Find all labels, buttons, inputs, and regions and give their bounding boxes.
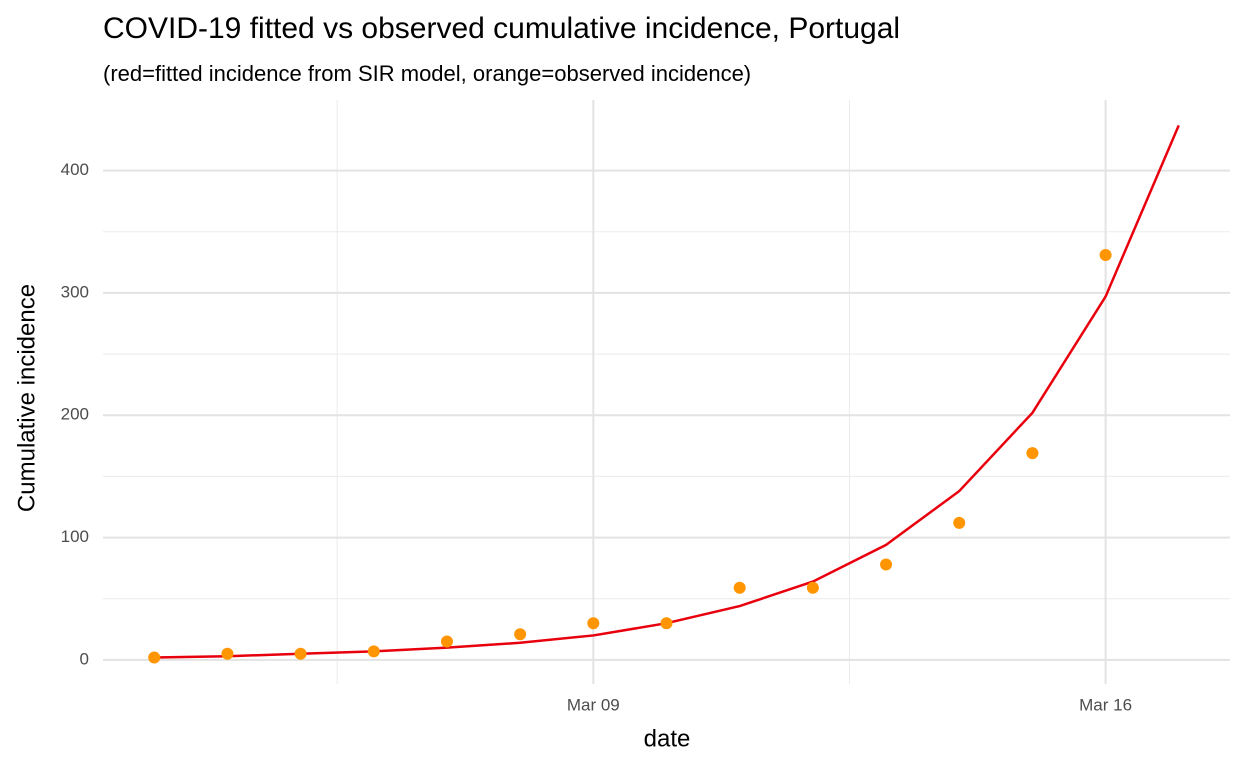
observed-point xyxy=(294,647,307,660)
observed-point xyxy=(806,581,819,594)
y-axis-label: Cumulative incidence xyxy=(13,284,40,512)
observed-point xyxy=(367,645,380,658)
y-tick-label: 300 xyxy=(61,282,89,301)
observed-point xyxy=(1099,248,1112,261)
observed-point xyxy=(440,635,453,648)
chart-subtitle: (red=fitted incidence from SIR model, or… xyxy=(103,61,751,86)
y-tick-label: 200 xyxy=(61,405,89,424)
x-tick-label: Mar 09 xyxy=(567,695,620,714)
x-axis-label: date xyxy=(644,725,691,752)
y-tick-label: 400 xyxy=(61,160,89,179)
chart-title: COVID-19 fitted vs observed cumulative i… xyxy=(103,12,900,45)
observed-point xyxy=(733,581,746,594)
observed-point xyxy=(221,647,234,660)
observed-point xyxy=(880,558,893,571)
observed-point xyxy=(953,516,966,529)
x-tick-label: Mar 16 xyxy=(1079,695,1132,714)
observed-point xyxy=(660,617,673,630)
fitted-line xyxy=(154,124,1180,659)
observed-point xyxy=(514,628,527,641)
observed-point xyxy=(587,617,600,630)
observed-point xyxy=(1026,447,1039,460)
observed-point xyxy=(148,651,161,664)
y-tick-label: 100 xyxy=(61,527,89,546)
y-tick-label: 0 xyxy=(80,649,89,668)
